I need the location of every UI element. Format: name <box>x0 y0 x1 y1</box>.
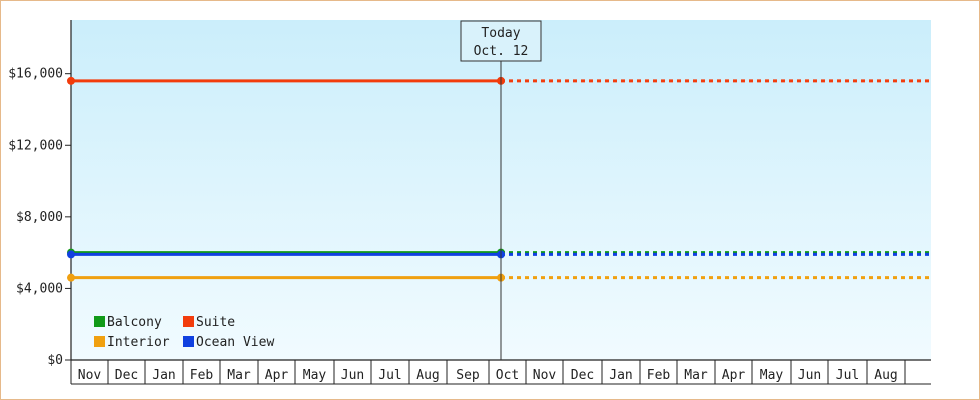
y-tick-label: $8,000 <box>16 210 63 225</box>
legend-label-interior: Interior <box>107 335 170 350</box>
series-point-suite-start <box>67 76 75 85</box>
month-label: Feb <box>647 368 671 383</box>
legend-label-balcony: Balcony <box>107 315 162 330</box>
legend-swatch-interior <box>94 336 105 347</box>
legend-label-suite: Suite <box>196 315 235 330</box>
legend-swatch-ocean-view <box>183 336 194 347</box>
y-axis: $0 $4,000 $8,000 $12,000 $16,000 <box>8 20 72 368</box>
month-label: Nov <box>533 368 557 383</box>
y-tick-label: $0 <box>47 353 63 368</box>
month-label: Jun <box>798 368 821 383</box>
month-label: May <box>303 368 327 383</box>
y-tick-label: $4,000 <box>16 281 63 296</box>
month-label: Nov <box>78 368 102 383</box>
series-point-ocean-view-start <box>67 250 75 259</box>
month-label: Apr <box>722 368 746 383</box>
month-label: Aug <box>874 368 897 383</box>
legend-swatch-suite <box>183 316 194 327</box>
y-tick-label: $12,000 <box>8 138 63 153</box>
today-label: Today <box>481 26 520 41</box>
month-label: Sep <box>456 368 480 383</box>
legend: Balcony Suite Interior Ocean View <box>94 315 274 350</box>
y-tick-label: $16,000 <box>8 67 63 82</box>
x-axis: Nov Dec Jan Feb Mar Apr May Jun Jul Aug Sep Oct Nov D… <box>70 359 931 385</box>
month-label: Jul <box>836 368 859 383</box>
today-box <box>460 20 542 62</box>
month-label: Jan <box>609 368 632 383</box>
legend-label-ocean-view: Ocean View <box>196 335 274 350</box>
today-date: Oct. 12 <box>474 44 529 59</box>
month-label: Oct <box>496 368 519 383</box>
month-label: Mar <box>684 368 708 383</box>
today-marker: Today Oct. 12 <box>460 20 542 360</box>
legend-swatch-balcony <box>94 316 105 327</box>
month-label: Aug <box>416 368 439 383</box>
month-label: Jun <box>341 368 364 383</box>
month-label: Feb <box>190 368 214 383</box>
series-lines <box>67 76 931 282</box>
month-label: Jan <box>152 368 175 383</box>
month-label: Dec <box>571 368 594 383</box>
month-label: May <box>760 368 784 383</box>
month-label: Jul <box>378 368 401 383</box>
series-point-interior-start <box>67 273 75 282</box>
month-label: Mar <box>227 368 251 383</box>
month-label: Dec <box>115 368 138 383</box>
month-label: Apr <box>265 368 289 383</box>
